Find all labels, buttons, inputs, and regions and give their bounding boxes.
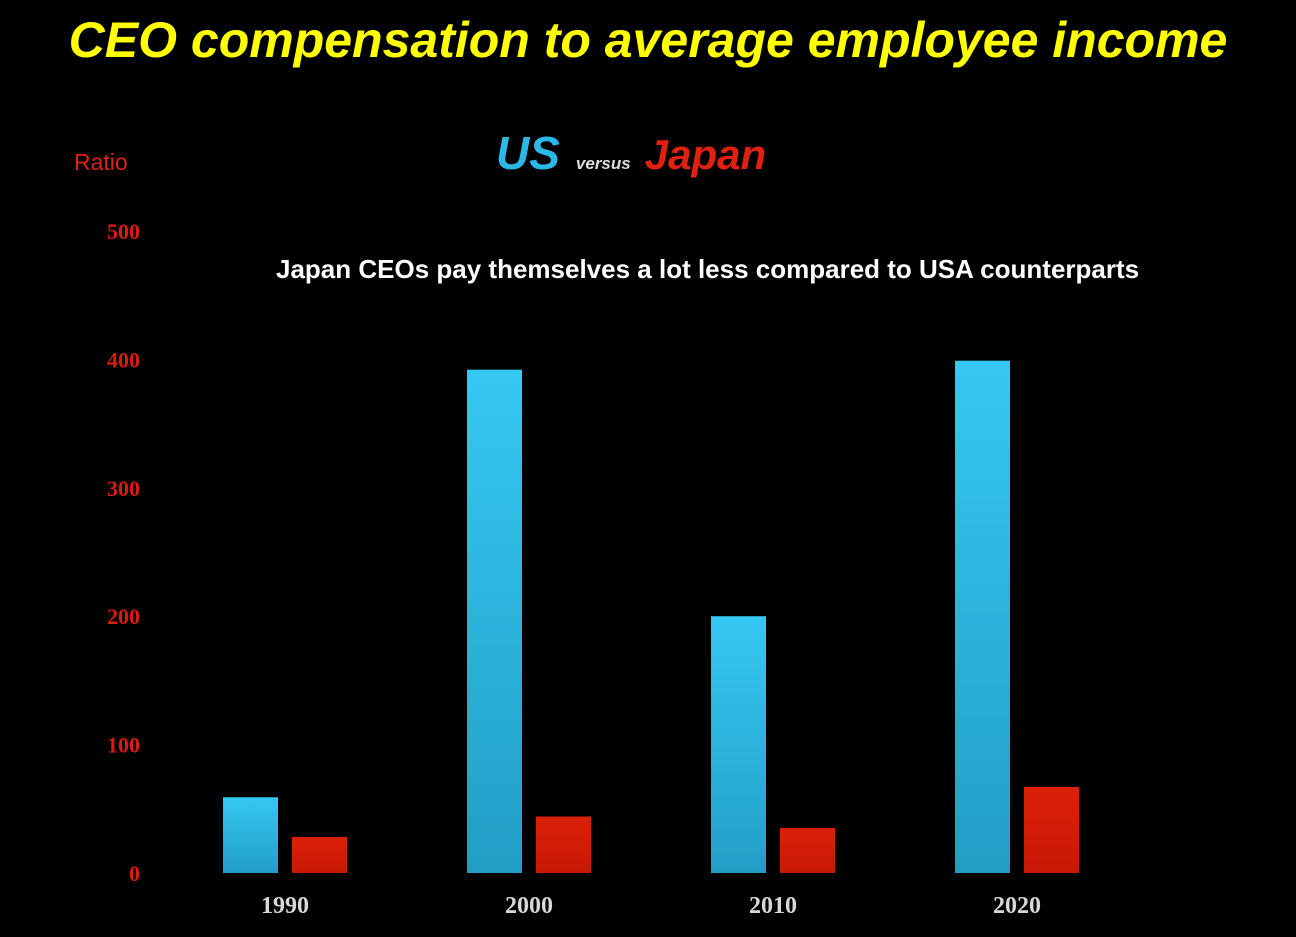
bar-japan-2000 [536, 816, 591, 873]
bar-us-2000 [467, 369, 522, 873]
x-tick-label: 2000 [505, 893, 553, 919]
y-tick-label: 0 [129, 861, 140, 886]
y-ticks: 0 100 200 300 400 500 [107, 219, 140, 886]
y-axis-label: Ratio [74, 149, 128, 175]
x-tick-label: 2020 [993, 893, 1041, 919]
chart-annotation: Japan CEOs pay themselves a lot less com… [276, 254, 1140, 284]
y-tick-label: 300 [107, 476, 140, 501]
bar-us-1990 [223, 797, 278, 873]
chart-title: CEO compensation to average employee inc… [68, 12, 1228, 68]
y-tick-label: 100 [107, 733, 140, 758]
bars [223, 360, 1079, 874]
x-ticks: 1990 2000 2010 2020 [261, 893, 1041, 919]
bar-japan-1990 [292, 837, 347, 873]
legend-us: US [496, 127, 560, 179]
bar-japan-2020 [1024, 786, 1079, 873]
legend-versus: versus [575, 154, 631, 173]
legend: US versus Japan [496, 126, 766, 186]
bar-us-2010 [711, 616, 766, 873]
x-tick-label: 2010 [749, 893, 797, 919]
bar-japan-2010 [780, 828, 835, 873]
bar-us-2020 [955, 360, 1010, 874]
y-tick-label: 200 [107, 604, 140, 629]
x-tick-label: 1990 [261, 893, 309, 919]
y-tick-label: 400 [107, 347, 140, 372]
y-tick-label: 500 [107, 219, 140, 244]
legend-japan: Japan [644, 131, 767, 178]
